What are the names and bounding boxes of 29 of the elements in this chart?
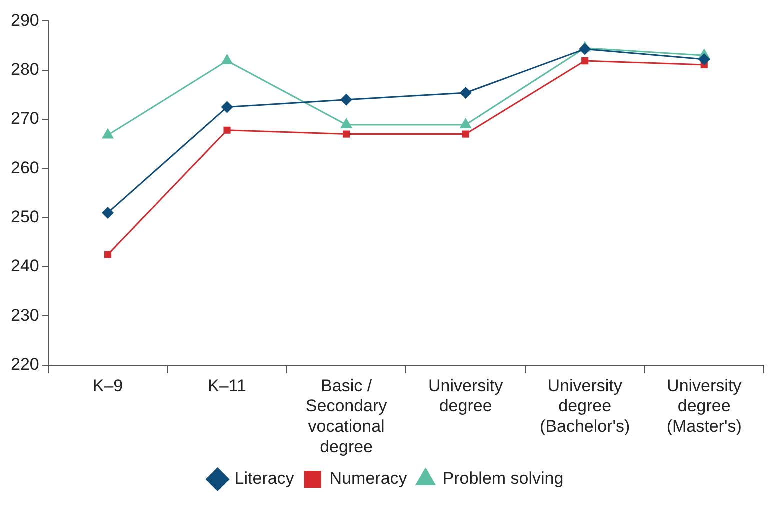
point [224, 126, 231, 134]
y-tick-label: 240 [10, 256, 40, 276]
y-tick-label: 250 [10, 208, 40, 227]
x-tick-label: Basic / Secondary vocational degree [306, 376, 388, 456]
point [221, 101, 234, 114]
x-tick-label: University degree [428, 376, 504, 416]
y-tick-label: 270 [10, 109, 40, 128]
legend-label: Literacy [234, 469, 295, 488]
legend-label: Numeracy [330, 469, 408, 488]
point [579, 43, 592, 56]
x-tick-label: K–11 [208, 376, 246, 396]
point [104, 251, 112, 258]
x-tick-label: University degree (Bachelor's) [540, 376, 630, 436]
point [462, 130, 470, 138]
legend-label: Problem solving [442, 469, 564, 488]
point [582, 57, 589, 65]
point [343, 130, 350, 138]
point [340, 94, 353, 106]
y-tick-label: 290 [10, 10, 40, 30]
point [460, 86, 472, 99]
x-tick-label: K–9 [92, 376, 124, 396]
y-tick-label: 230 [10, 306, 40, 325]
point [102, 206, 114, 219]
point [221, 54, 234, 65]
y-tick-label: 220 [10, 355, 40, 374]
x-tick-label: University degree (Master's) [666, 376, 742, 436]
y-tick-label: 260 [10, 158, 40, 178]
y-tick-label: 280 [10, 60, 40, 80]
point [698, 54, 710, 66]
